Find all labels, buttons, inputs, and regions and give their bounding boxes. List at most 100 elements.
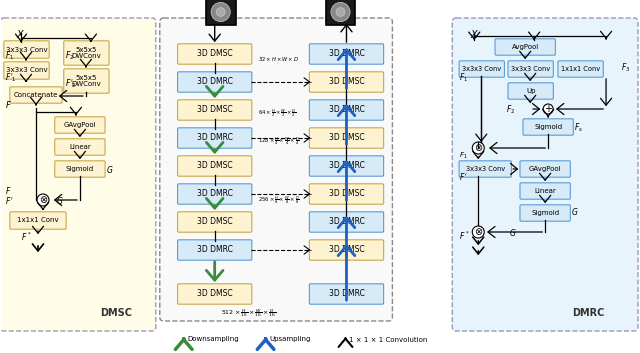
Text: Concatenate: Concatenate bbox=[14, 92, 58, 98]
Text: $F_2$: $F_2$ bbox=[506, 103, 515, 115]
FancyBboxPatch shape bbox=[4, 41, 49, 58]
Text: $F_1$: $F_1$ bbox=[460, 71, 468, 84]
FancyBboxPatch shape bbox=[459, 161, 511, 177]
Text: DMSC: DMSC bbox=[100, 308, 132, 318]
FancyBboxPatch shape bbox=[309, 240, 383, 260]
Text: 5x5x5
DWConv: 5x5x5 DWConv bbox=[72, 74, 101, 88]
Circle shape bbox=[472, 142, 484, 154]
Circle shape bbox=[472, 226, 484, 238]
Text: $F'$: $F'$ bbox=[5, 195, 13, 206]
Text: $F^*$: $F^*$ bbox=[21, 231, 31, 243]
Text: $64\times\frac{H}{2}\times\frac{W}{2}\times\frac{D}{2}$: $64\times\frac{H}{2}\times\frac{W}{2}\ti… bbox=[258, 107, 296, 119]
Text: Upsampling: Upsampling bbox=[269, 336, 311, 342]
Text: $F$: $F$ bbox=[5, 99, 12, 110]
Text: 3D DMSC: 3D DMSC bbox=[329, 133, 364, 143]
Text: Sigmoid: Sigmoid bbox=[66, 166, 94, 172]
FancyBboxPatch shape bbox=[452, 18, 638, 331]
Text: Sigmoid: Sigmoid bbox=[531, 210, 559, 216]
Text: 1 × 1 × 1 Convolution: 1 × 1 × 1 Convolution bbox=[349, 336, 428, 342]
Text: 1x1x1 Conv: 1x1x1 Conv bbox=[17, 217, 59, 223]
FancyBboxPatch shape bbox=[326, 0, 355, 25]
FancyBboxPatch shape bbox=[10, 87, 62, 103]
FancyBboxPatch shape bbox=[64, 41, 109, 65]
Text: $G$: $G$ bbox=[56, 195, 63, 206]
FancyBboxPatch shape bbox=[309, 212, 383, 232]
FancyBboxPatch shape bbox=[177, 44, 252, 64]
Text: 5x5x5
DWConv: 5x5x5 DWConv bbox=[72, 47, 101, 60]
FancyBboxPatch shape bbox=[0, 18, 156, 331]
Circle shape bbox=[336, 7, 345, 17]
Text: 3D DMSC: 3D DMSC bbox=[197, 106, 232, 114]
FancyBboxPatch shape bbox=[205, 0, 236, 25]
Text: $X$: $X$ bbox=[17, 28, 26, 40]
Text: $F'_1$: $F'_1$ bbox=[5, 71, 17, 84]
Text: ⊗: ⊗ bbox=[474, 143, 483, 153]
Text: 3D DMSC: 3D DMSC bbox=[329, 190, 364, 198]
FancyBboxPatch shape bbox=[177, 128, 252, 148]
Text: 3D DMRC: 3D DMRC bbox=[196, 190, 232, 198]
Text: ⊗: ⊗ bbox=[39, 195, 47, 205]
Text: $F_1$: $F_1$ bbox=[460, 151, 468, 161]
FancyBboxPatch shape bbox=[495, 39, 556, 55]
FancyBboxPatch shape bbox=[4, 62, 49, 79]
Text: 3x3x3 Conv: 3x3x3 Conv bbox=[466, 166, 505, 172]
Text: $256\times\frac{H}{8}\times\frac{W}{8}\times\frac{D}{8}$: $256\times\frac{H}{8}\times\frac{W}{8}\t… bbox=[258, 194, 300, 206]
FancyBboxPatch shape bbox=[309, 44, 383, 64]
FancyBboxPatch shape bbox=[160, 18, 392, 321]
Text: $F_1$: $F_1$ bbox=[5, 50, 14, 62]
FancyBboxPatch shape bbox=[177, 184, 252, 204]
Circle shape bbox=[216, 7, 225, 17]
Text: $F$: $F$ bbox=[5, 185, 12, 196]
Text: $128\times\frac{H}{4}\times\frac{W}{4}\times\frac{D}{4}$: $128\times\frac{H}{4}\times\frac{W}{4}\t… bbox=[258, 135, 300, 147]
Text: $G$: $G$ bbox=[509, 227, 516, 238]
FancyBboxPatch shape bbox=[64, 69, 109, 93]
FancyBboxPatch shape bbox=[309, 184, 383, 204]
Text: 3x3x3 Conv: 3x3x3 Conv bbox=[511, 66, 550, 72]
Text: DMRC: DMRC bbox=[572, 308, 604, 318]
Text: 3D DMSC: 3D DMSC bbox=[197, 162, 232, 170]
Text: $G$: $G$ bbox=[571, 206, 579, 217]
Text: 1x1x1 Conv: 1x1x1 Conv bbox=[561, 66, 600, 72]
Text: 3D DMSC: 3D DMSC bbox=[197, 217, 232, 227]
FancyBboxPatch shape bbox=[459, 61, 504, 77]
Text: Linear: Linear bbox=[534, 188, 556, 194]
FancyBboxPatch shape bbox=[177, 100, 252, 120]
Text: $F_3$: $F_3$ bbox=[621, 61, 630, 73]
Text: $F_s$: $F_s$ bbox=[574, 121, 583, 133]
Text: Sigmoid: Sigmoid bbox=[534, 124, 562, 130]
Text: Linear: Linear bbox=[69, 144, 91, 150]
FancyBboxPatch shape bbox=[10, 212, 66, 229]
Text: ⊗: ⊗ bbox=[474, 227, 483, 237]
Text: 3D DMRC: 3D DMRC bbox=[328, 217, 364, 227]
Circle shape bbox=[543, 104, 553, 114]
FancyBboxPatch shape bbox=[558, 61, 604, 77]
Text: 3D DMRC: 3D DMRC bbox=[196, 133, 232, 143]
FancyBboxPatch shape bbox=[177, 284, 252, 304]
FancyBboxPatch shape bbox=[523, 119, 573, 135]
Text: $32\times H\times W\times D$: $32\times H\times W\times D$ bbox=[258, 55, 299, 63]
FancyBboxPatch shape bbox=[309, 72, 383, 92]
Text: GAvgPool: GAvgPool bbox=[63, 122, 96, 128]
FancyBboxPatch shape bbox=[177, 240, 252, 260]
Text: $G$: $G$ bbox=[106, 164, 113, 175]
Circle shape bbox=[331, 2, 350, 22]
Text: 3D DMRC: 3D DMRC bbox=[328, 106, 364, 114]
FancyBboxPatch shape bbox=[55, 139, 105, 155]
Text: 3D DMRC: 3D DMRC bbox=[328, 162, 364, 170]
Text: +: + bbox=[544, 104, 552, 114]
Text: Up: Up bbox=[526, 88, 536, 94]
FancyBboxPatch shape bbox=[520, 161, 570, 177]
Text: 3D DMRC: 3D DMRC bbox=[328, 289, 364, 299]
FancyBboxPatch shape bbox=[309, 100, 383, 120]
FancyBboxPatch shape bbox=[55, 161, 105, 177]
Circle shape bbox=[211, 2, 230, 22]
FancyBboxPatch shape bbox=[309, 284, 383, 304]
Text: 3D DMRC: 3D DMRC bbox=[196, 78, 232, 86]
FancyBboxPatch shape bbox=[520, 205, 570, 221]
Text: $F^*$: $F^*$ bbox=[460, 229, 470, 242]
Text: Downsampling: Downsampling bbox=[188, 336, 239, 342]
FancyBboxPatch shape bbox=[55, 117, 105, 133]
Text: 3D DMRC: 3D DMRC bbox=[196, 245, 232, 255]
FancyBboxPatch shape bbox=[309, 156, 383, 176]
Text: 3x3x3 Conv: 3x3x3 Conv bbox=[6, 47, 47, 53]
